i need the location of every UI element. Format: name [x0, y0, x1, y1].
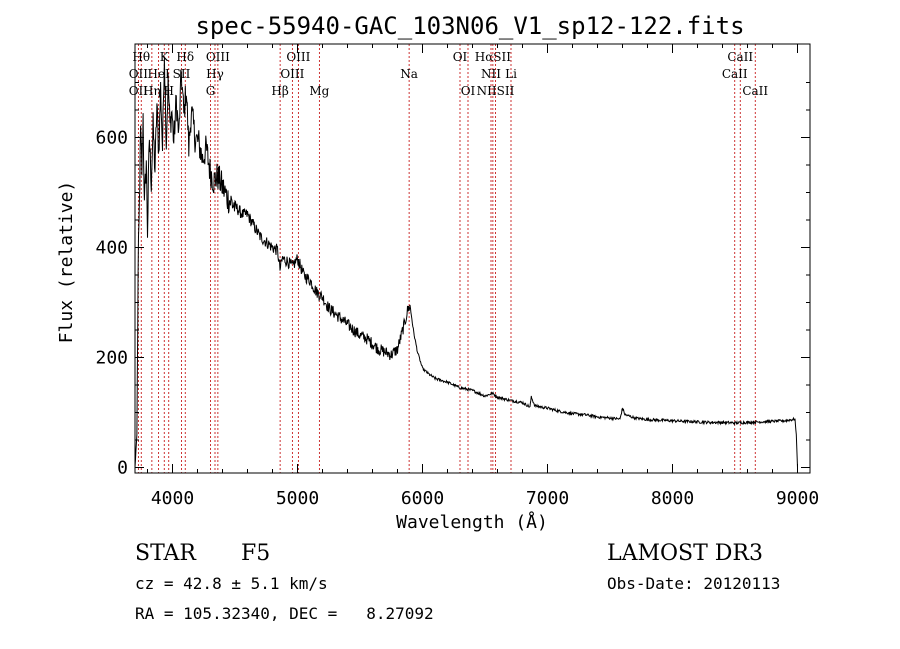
- spectral-line-label: Li: [505, 67, 517, 81]
- x-tick-label: 7000: [526, 488, 569, 509]
- spectral-line-label: OIII: [286, 50, 310, 64]
- spectral-line-label: Hη: [143, 84, 161, 98]
- spectral-line-label: HαSII: [475, 50, 512, 64]
- x-tick-label: 5000: [276, 488, 319, 509]
- x-tick-label: 9000: [776, 488, 819, 509]
- spectral-line-label: CaII: [722, 67, 748, 81]
- spectral-line-label: NII: [481, 67, 501, 81]
- x-tick-label: 8000: [651, 488, 694, 509]
- spectral-line-label: OI: [453, 50, 468, 64]
- spectral-line-label: NIISII: [477, 84, 515, 98]
- spectral-line-label: Na: [400, 67, 418, 81]
- spectral-line-label: HeI: [147, 67, 170, 81]
- spectrum-line: [134, 56, 798, 468]
- spectral-line-label: CaII: [727, 50, 753, 64]
- axis-ticks: 4000 5000 6000 7000 8000 9000 0 200 400 600: [95, 44, 819, 509]
- y-tick-label: 200: [95, 348, 128, 369]
- spectral-line-label: Hβ: [271, 84, 288, 98]
- spectral-line-label: OIII: [206, 50, 230, 64]
- plot-frame: [134, 43, 811, 474]
- spectral-line-label: CaII: [742, 84, 768, 98]
- survey-name: LAMOST DR3: [607, 541, 763, 566]
- spectral-line-label: OII: [129, 67, 149, 81]
- object-class: STAR: [135, 541, 197, 566]
- spectral-line-label: OII: [129, 84, 149, 98]
- obs-date: Obs-Date: 20120113: [607, 574, 780, 593]
- spectral-line-label: Hθ: [132, 50, 150, 64]
- spectral-line-label: OIII: [280, 67, 304, 81]
- plot-data: [134, 56, 798, 468]
- y-tick-label: 600: [95, 128, 128, 149]
- spectral-line-label: Mg: [309, 84, 329, 98]
- spectral-line-label: Hγ: [206, 67, 224, 81]
- y-tick-label: 400: [95, 238, 128, 259]
- spectral-line-label: OI: [461, 84, 476, 98]
- spectral-line-label: G: [206, 84, 216, 98]
- y-axis-label: Flux (relative): [56, 181, 77, 344]
- velocity-readout: cz = 42.8 ± 5.1 km/s: [135, 574, 328, 593]
- object-subclass: F5: [241, 541, 270, 566]
- coordinates-readout: RA = 105.32340, DEC = 8.27092: [135, 604, 434, 623]
- y-tick-label: 0: [117, 458, 128, 479]
- x-tick-label: 4000: [151, 488, 194, 509]
- spectral-line-label: Hδ: [176, 50, 194, 64]
- chart-title: spec-55940-GAC_103N06_V1_sp12-122.fits: [195, 12, 744, 40]
- x-tick-label: 6000: [401, 488, 444, 509]
- x-axis-label: Wavelength (Å): [396, 511, 548, 533]
